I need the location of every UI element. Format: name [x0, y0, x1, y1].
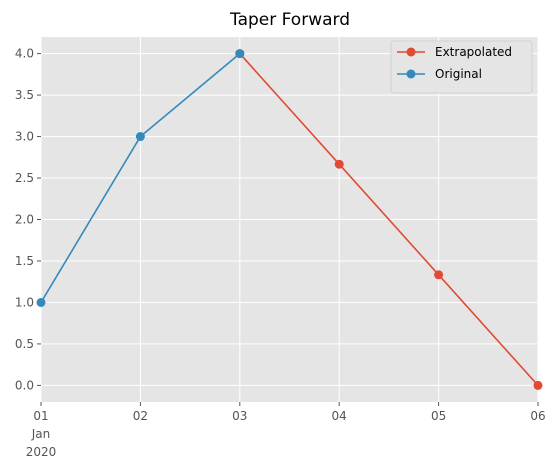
- y-tick-label: 3.5: [15, 88, 34, 102]
- legend-label: Original: [435, 67, 482, 81]
- legend-box: [390, 40, 533, 94]
- y-tick-label: 0.5: [15, 337, 34, 351]
- data-point-extrapolated: [533, 380, 543, 390]
- x-tick-label: 02: [133, 409, 148, 423]
- data-point-extrapolated: [434, 270, 444, 280]
- y-tick-label: 3.0: [15, 130, 34, 144]
- x-tick-year-label: 2020: [26, 445, 57, 459]
- chart-title: Taper Forward: [229, 10, 350, 30]
- legend-marker: [406, 69, 416, 79]
- series-line-extrapolated: [239, 53, 539, 386]
- y-tick-label: 2.0: [15, 213, 34, 227]
- x-tick-month-label: Jan: [31, 427, 51, 441]
- legend-label: Extrapolated: [435, 45, 512, 59]
- axes: 0.0 0.5 1.0 1.5 2.0 2.5 3.0 3.5 4.0 01 Jan 2020 02 03…: [15, 47, 546, 459]
- data-point-extrapolated: [334, 159, 344, 169]
- y-tick-label: 0.0: [15, 378, 34, 392]
- legend-marker: [406, 47, 416, 57]
- y-tick-label: 1.0: [15, 295, 34, 309]
- data-point-original: [135, 132, 145, 142]
- y-tick-label: 4.0: [15, 47, 34, 61]
- x-tick-label: 03: [232, 409, 247, 423]
- data-point-original: [235, 49, 245, 59]
- legend: Extrapolated Original: [390, 40, 533, 94]
- data-point-original: [36, 297, 46, 307]
- x-tick-label: 05: [431, 409, 446, 423]
- x-tick-label: 06: [530, 409, 545, 423]
- series-group: [36, 49, 543, 390]
- x-tick-label: 01: [33, 409, 48, 423]
- x-tick-label: 04: [332, 409, 347, 423]
- y-tick-label: 1.5: [15, 254, 34, 268]
- y-tick-label: 2.5: [15, 171, 34, 185]
